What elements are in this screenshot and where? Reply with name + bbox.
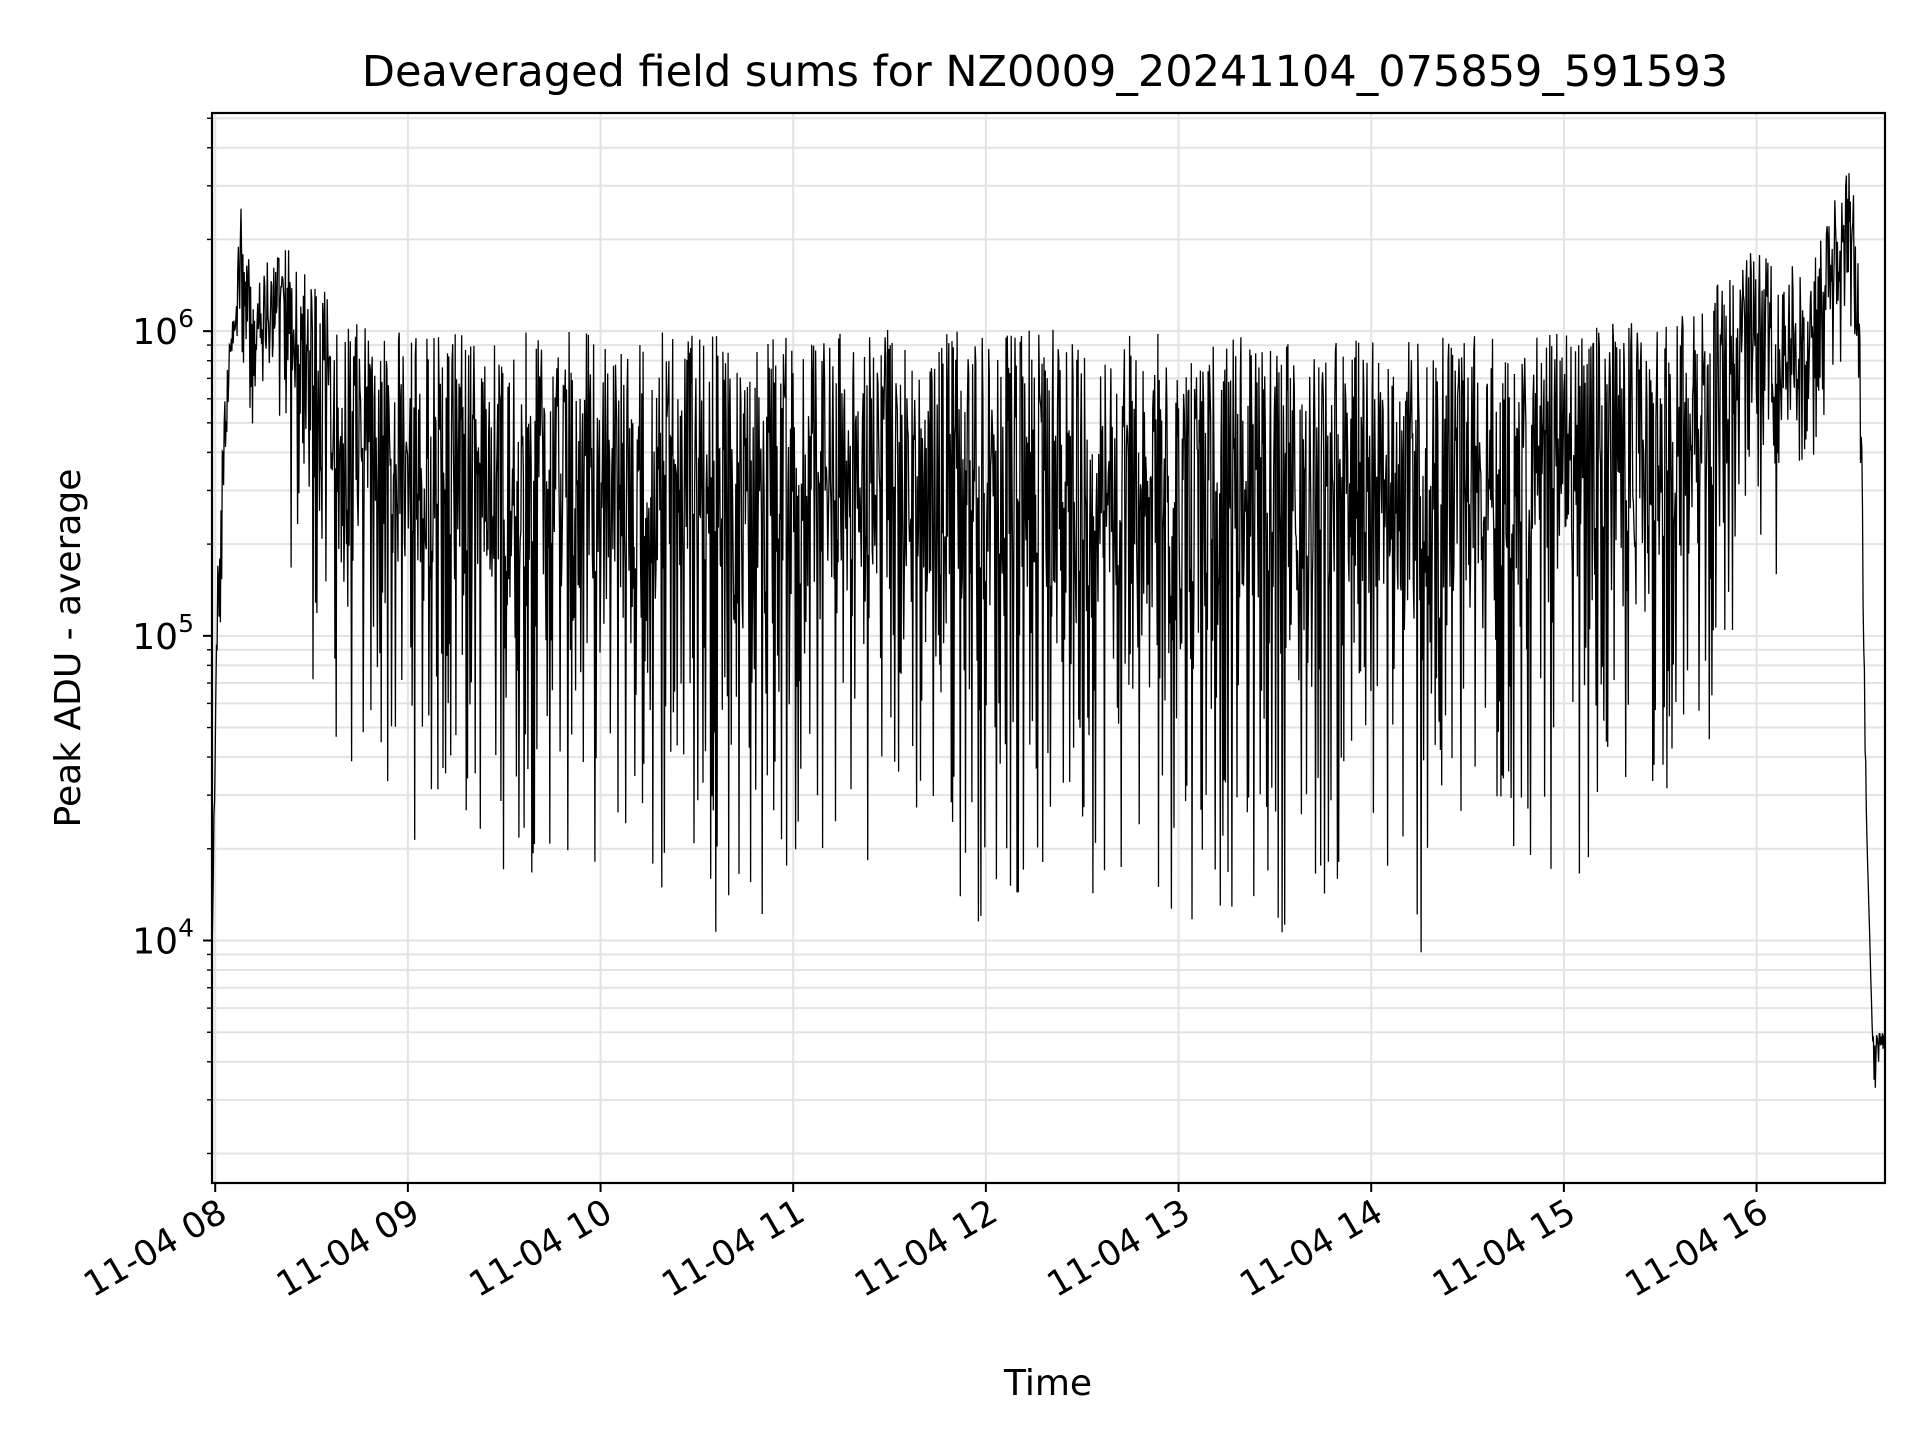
plot-line-layer	[211, 173, 1886, 1088]
x-axis-label: Time	[1003, 1363, 1092, 1404]
y-tick-label: 105	[132, 609, 194, 658]
series-line	[211, 173, 1886, 1088]
y-axis-label: Peak ADU - average	[48, 469, 89, 828]
chart-title: Deaveraged field sums for NZ0009_2024110…	[362, 47, 1728, 97]
y-tick-label: 104	[132, 914, 194, 963]
y-axis: 104 105 106	[132, 117, 212, 1155]
plot-area-frame	[210, 111, 1887, 1185]
y-tick-label: 106	[132, 304, 194, 353]
